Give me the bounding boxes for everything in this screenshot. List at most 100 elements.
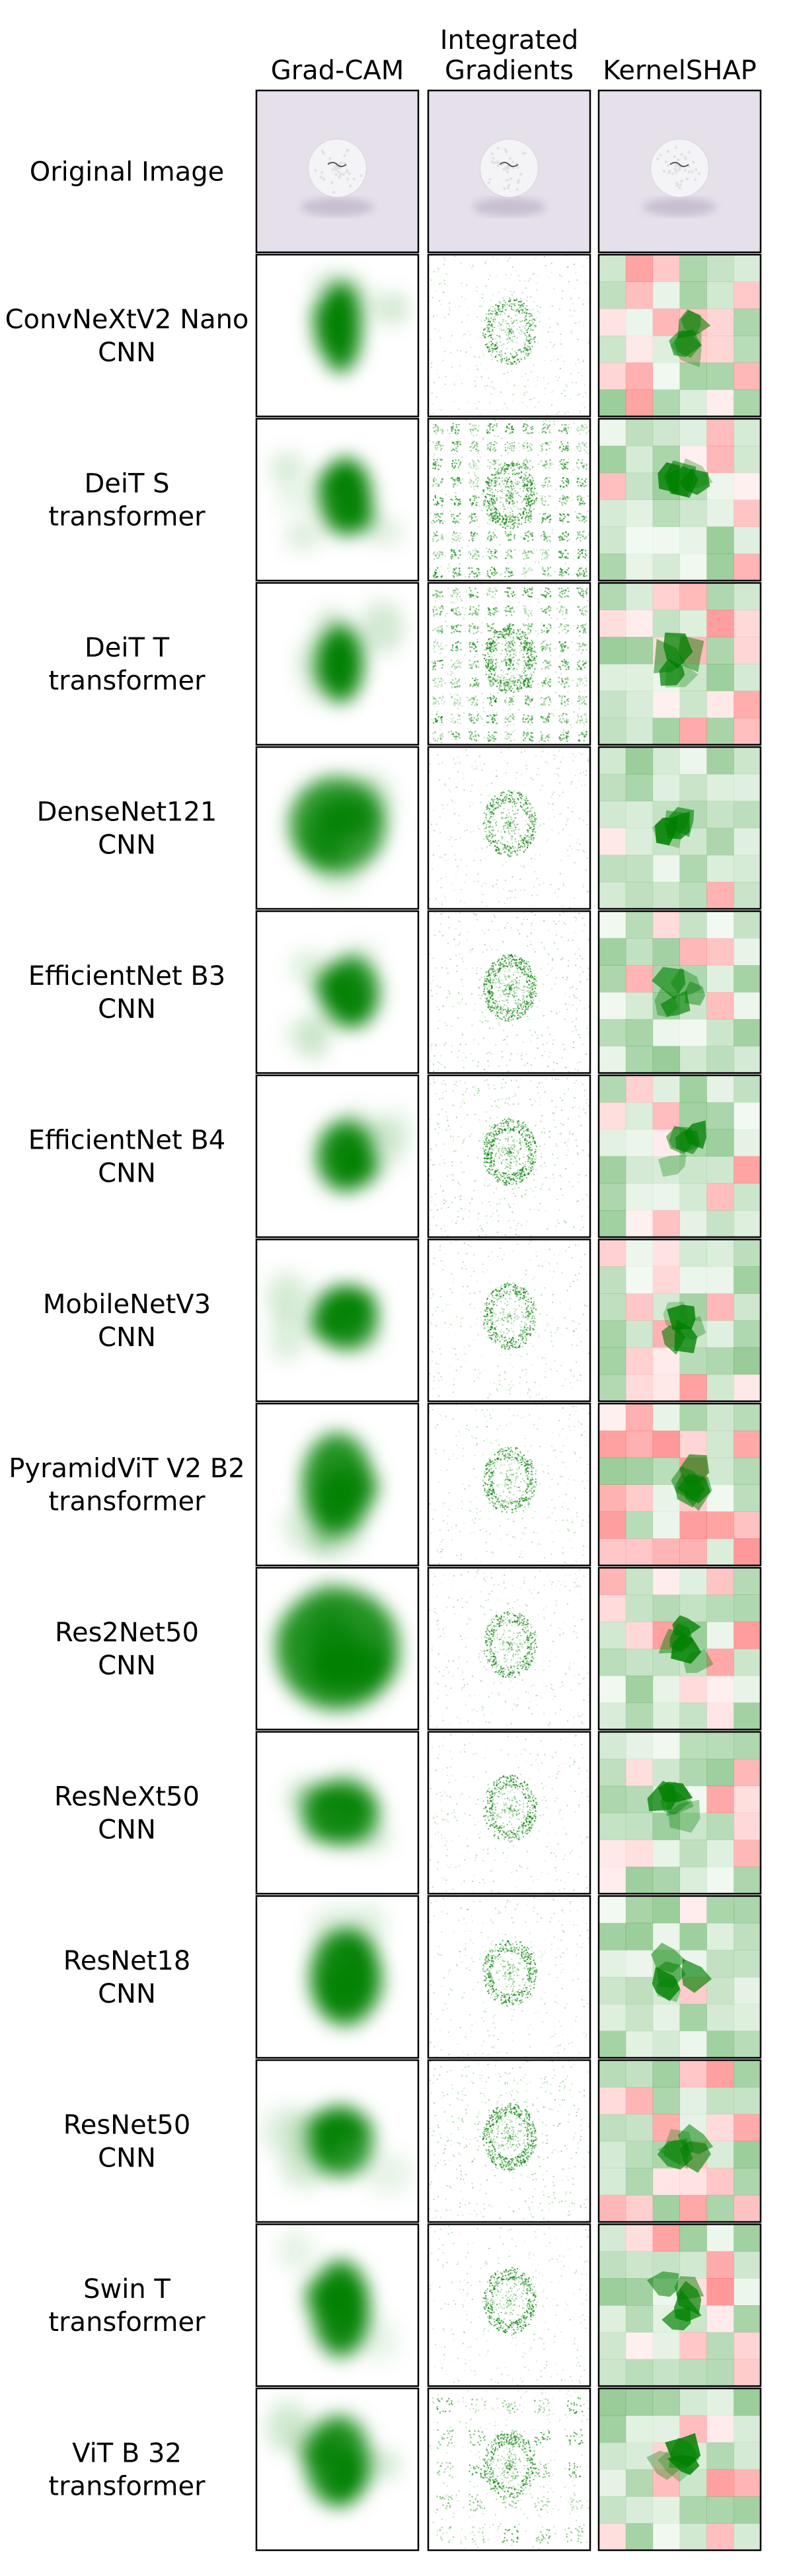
- panel-resnet18-ig-border: [427, 1895, 591, 2059]
- column-header-kernelshap: KernelSHAP: [603, 55, 757, 86]
- column-header-integrated: Integrated: [440, 25, 578, 55]
- panel-resnext50-ig-border: [427, 1731, 591, 1895]
- panel-resnext50-ig: [428, 1732, 590, 1894]
- panel-mobilenetv3-shap-border: [597, 1238, 762, 1402]
- panel-resnext50-shap: [599, 1732, 761, 1894]
- panel-res2net50-shap-superpixels: [599, 1567, 761, 1730]
- panel-resnet50-shap: [599, 2060, 761, 2222]
- panel-res2net50-ig: [428, 1567, 590, 1730]
- panel-swin-t-ig: [428, 2224, 590, 2386]
- panel-mobilenetv3-shap-superpixels: [599, 1239, 761, 1402]
- panel-efficientnet-b3-ig-attribution-dots: [428, 911, 590, 1073]
- panel-resnext50-ig-attribution-dots: [428, 1732, 590, 1894]
- panel-efficientnet-b4-shap: [599, 1075, 761, 1237]
- panel-deit-t-gradcam-border: [255, 582, 420, 746]
- panel-densenet121-gradcam-heat: [289, 770, 397, 894]
- row-deit-s: [255, 417, 762, 582]
- panel-densenet121-ig-border: [427, 746, 591, 910]
- panel-pyramidvit-v2-b2-ig-attribution-dots: [428, 1404, 590, 1565]
- panel-vit-b-32-gradcam-border: [255, 2387, 420, 2552]
- panel-resnet50-gradcam: [256, 2060, 418, 2222]
- row-pyramidvit-v2-b2: [255, 1402, 762, 1567]
- panel-convnextv2-nano-shap-border: [597, 254, 762, 417]
- panel-swin-t-shap-superpixels: [599, 2224, 761, 2386]
- row-label-resnet18: ResNet18: [63, 1946, 191, 1976]
- panel-original-image-gradcam-ball-logo: [327, 162, 347, 167]
- panel-convnextv2-nano-gradcam-border: [255, 254, 420, 417]
- panel-pyramidvit-v2-b2-shap: [599, 1404, 761, 1565]
- panel-original-image-gradcam-ball-shadow: [301, 197, 374, 217]
- panel-resnet50-shap-border: [597, 2059, 762, 2223]
- panel-convnextv2-nano-shap-superpixels: [599, 254, 761, 417]
- row-label-convnextv2-nano: ConvNeXtV2 Nano: [5, 304, 249, 335]
- panel-mobilenetv3-ig: [428, 1239, 590, 1402]
- panel-resnext50-gradcam: [256, 1732, 418, 1894]
- panel-efficientnet-b4-shap-border: [597, 1074, 762, 1238]
- row-architecture-efficientnet-b4: CNN: [98, 1159, 156, 1189]
- panel-convnextv2-nano-shap: [599, 254, 761, 417]
- panel-res2net50-ig-border: [427, 1567, 591, 1731]
- panel-resnext50-gradcam-border: [255, 1731, 420, 1895]
- panel-deit-s-gradcam-border: [255, 417, 420, 582]
- panel-deit-s-gradcam-heat: [269, 450, 403, 551]
- panel-efficientnet-b4-gradcam: [256, 1075, 418, 1237]
- panel-pyramidvit-v2-b2-ig-border: [427, 1402, 591, 1567]
- panel-deit-t-shap-border: [597, 582, 762, 746]
- panel-pyramidvit-v2-b2-shap-superpixels: [599, 1404, 761, 1565]
- row-label-deit-t: DeiT T: [85, 633, 170, 663]
- panel-efficientnet-b4-ig-border: [427, 1074, 591, 1238]
- row-architecture-convnextv2-nano: CNN: [98, 338, 156, 368]
- panel-efficientnet-b3-ig-border: [427, 910, 591, 1074]
- panel-efficientnet-b4-gradcam-border: [255, 1074, 420, 1238]
- panel-deit-t-ig-attribution-dots: [429, 583, 590, 745]
- row-label-vit-b-32: ViT B 32: [72, 2439, 182, 2469]
- panel-resnet50-ig-border: [427, 2059, 591, 2223]
- panel-pyramidvit-v2-b2-gradcam-border: [255, 1402, 420, 1567]
- panel-densenet121-shap: [599, 747, 761, 909]
- panel-swin-t-shap: [599, 2224, 761, 2386]
- row-deit-t: [255, 582, 762, 746]
- panel-deit-s-ig: [428, 419, 590, 581]
- row-resnet18: [255, 1895, 762, 2059]
- row-architecture-pyramidvit-v2-b2: transformer: [48, 1487, 206, 1517]
- panel-densenet121-gradcam-border: [255, 746, 420, 910]
- row-architecture-resnet18: CNN: [98, 1979, 156, 2009]
- panel-original-image-shap-border: [597, 89, 762, 254]
- panel-deit-t-shap-superpixels: [599, 583, 761, 745]
- panel-swin-t-gradcam: [256, 2224, 418, 2386]
- panel-efficientnet-b4-ig-attribution-dots: [428, 1075, 590, 1237]
- row-label-pyramidvit-v2-b2: PyramidViT V2 B2: [9, 1454, 245, 1484]
- panel-efficientnet-b3-gradcam: [256, 911, 418, 1073]
- row-label-resnet50: ResNet50: [63, 2110, 191, 2141]
- panel-original-image-ig-ball-shadow: [472, 197, 546, 217]
- panel-pyramidvit-v2-b2-gradcam-heat: [283, 1433, 379, 1559]
- row-architecture-deit-s: transformer: [48, 502, 206, 532]
- row-convnextv2-nano: [255, 254, 762, 417]
- panel-original-image-shap-ball-logo: [669, 162, 689, 167]
- panel-resnext50-shap-border: [597, 1731, 762, 1895]
- panel-original-image-shap: [599, 90, 761, 252]
- panel-original-image-gradcam: [256, 90, 418, 252]
- panel-deit-s-shap: [599, 419, 761, 581]
- row-label-deit-s: DeiT S: [84, 469, 169, 499]
- panel-pyramidvit-v2-b2-gradcam: [256, 1404, 418, 1565]
- row-label-efficientnet-b3: EfficientNet B3: [28, 961, 226, 991]
- panel-deit-s-gradcam: [256, 419, 418, 581]
- panel-resnext50-gradcam-heat: [285, 1770, 391, 1852]
- row-label-res2net50: Res2Net50: [55, 1618, 199, 1648]
- panel-deit-s-shap-border: [597, 417, 762, 582]
- panel-resnet50-shap-superpixels: [599, 2060, 761, 2222]
- row-res2net50: [255, 1567, 762, 1731]
- panel-swin-t-ig-attribution-dots: [429, 2225, 590, 2386]
- row-swin-t: [255, 2223, 762, 2387]
- panel-resnet50-gradcam-heat: [260, 2105, 414, 2196]
- panel-vit-b-32-shap-border: [597, 2387, 762, 2552]
- panel-resnet18-gradcam-border: [255, 1895, 420, 2059]
- panel-resnet18-gradcam: [256, 1896, 418, 2058]
- panel-deit-t-ig: [428, 583, 590, 745]
- panel-swin-t-shap-border: [597, 2223, 762, 2387]
- row-architecture-vit-b-32: transformer: [48, 2472, 206, 2502]
- panel-original-image-gradcam-border: [255, 89, 420, 254]
- row-efficientnet-b3: [255, 910, 762, 1074]
